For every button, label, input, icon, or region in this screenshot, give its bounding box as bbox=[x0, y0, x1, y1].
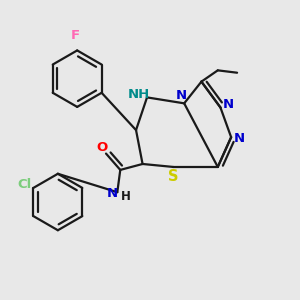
Text: N: N bbox=[176, 89, 188, 102]
Text: N: N bbox=[234, 132, 245, 145]
Text: N: N bbox=[223, 98, 234, 111]
Text: F: F bbox=[71, 29, 80, 42]
Text: NH: NH bbox=[128, 88, 150, 101]
Text: Cl: Cl bbox=[17, 178, 32, 191]
Text: O: O bbox=[96, 141, 107, 154]
Text: N: N bbox=[106, 187, 118, 200]
Text: H: H bbox=[121, 190, 131, 203]
Text: S: S bbox=[168, 169, 178, 184]
